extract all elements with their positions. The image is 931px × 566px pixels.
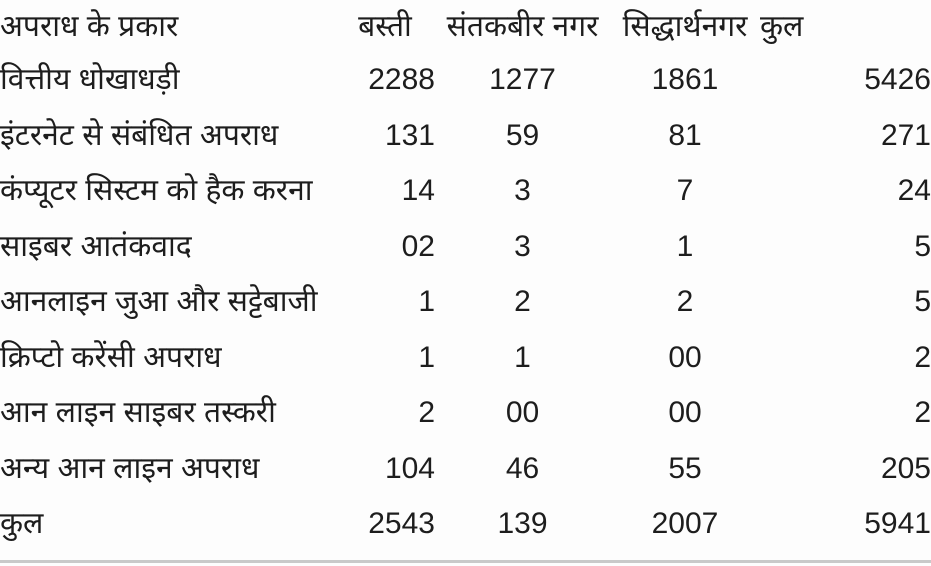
value-cell: 55 [668,451,702,485]
value-cell: 2288 [368,63,435,97]
header-cell-crime-type: अपराध के प्रकार [0,9,179,43]
crime-type-cell: वित्तीय धोखाधड़ी [0,63,180,97]
table-row: वित्तीय धोखाधड़ी 2288 1277 1861 5426 [0,52,931,108]
value-cell: 81 [668,118,702,152]
value-cell: 1861 [651,63,719,97]
crime-type-cell: कंप्यूटर सिस्टम को हैक करना [0,174,313,208]
crime-type-cell: साइबर आतंकवाद [0,229,192,263]
value-cell: 1 [418,340,435,374]
table-row: साइबर आतंकवाद 02 3 1 5 [0,219,931,275]
value-cell: 00 [668,340,702,374]
header-cell-santkabir-nagar: संतकबीर नगर [446,9,599,43]
value-cell: 3 [514,174,531,208]
crime-type-cell: इंटरनेट से संबंधित अपराध [0,118,279,152]
table-row: इंटरनेट से संबंधित अपराध 131 59 81 271 [0,108,931,164]
value-cell: 3 [514,229,531,263]
crime-type-cell: क्रिप्टो करेंसी अपराध [0,340,222,374]
value-cell: 5 [914,285,931,319]
table-row: क्रिप्टो करेंसी अपराध 1 1 00 2 [0,330,931,386]
value-cell: 2 [676,285,694,319]
value-cell: 2007 [651,507,719,541]
value-cell: 14 [401,174,435,208]
value-cell: 02 [401,229,435,263]
value-cell: 1 [676,229,694,263]
crime-type-cell: कुल [0,507,44,541]
table-row: कंप्यूटर सिस्टम को हैक करना 14 3 7 24 [0,163,931,219]
value-cell: 59 [505,118,540,152]
crime-statistics-table: अपराध के प्रकार बस्ती संतकबीर नगर सिद्धा… [0,0,931,552]
value-cell: 24 [897,174,931,208]
table-row: आन लाइन साइबर तस्करी 2 00 00 2 [0,385,931,441]
table-row: अन्य आन लाइन अपराध 104 46 55 205 [0,441,931,497]
value-cell: 205 [880,451,931,485]
header-row: अपराध के प्रकार बस्ती संतकबीर नगर सिद्धा… [0,0,931,52]
crime-type-cell: अन्य आन लाइन अपराध [0,451,260,485]
value-cell: 2 [914,340,931,374]
value-cell: 131 [384,118,435,152]
value-cell: 46 [505,451,540,485]
value-cell: 2543 [368,507,435,541]
value-cell: 00 [505,396,540,430]
header-cell-siddharthnagar: सिद्धार्थनगर [622,9,748,43]
value-cell: 271 [880,118,931,152]
crime-type-cell: आन लाइन साइबर तस्करी [0,396,276,430]
value-cell: 7 [676,174,694,208]
header-cell-total: कुल [760,9,804,43]
value-cell: 1 [514,340,531,374]
crime-type-cell: आनलाइन जुआ और सट्टेबाजी [0,285,318,319]
value-cell: 5 [914,229,931,263]
table-row-total: कुल 2543 139 2007 5941 [0,496,931,552]
value-cell: 2 [914,396,931,430]
table-row: आनलाइन जुआ और सट्टेबाजी 1 2 2 5 [0,274,931,330]
value-cell: 1277 [489,63,556,97]
value-cell: 5426 [864,63,931,97]
value-cell: 1 [418,285,435,319]
value-cell: 00 [668,396,702,430]
value-cell: 104 [384,451,435,485]
value-cell: 5941 [864,507,931,541]
value-cell: 2 [514,285,531,319]
header-cell-basti: बस्ती [358,9,412,43]
value-cell: 2 [418,396,435,430]
value-cell: 139 [497,507,548,541]
